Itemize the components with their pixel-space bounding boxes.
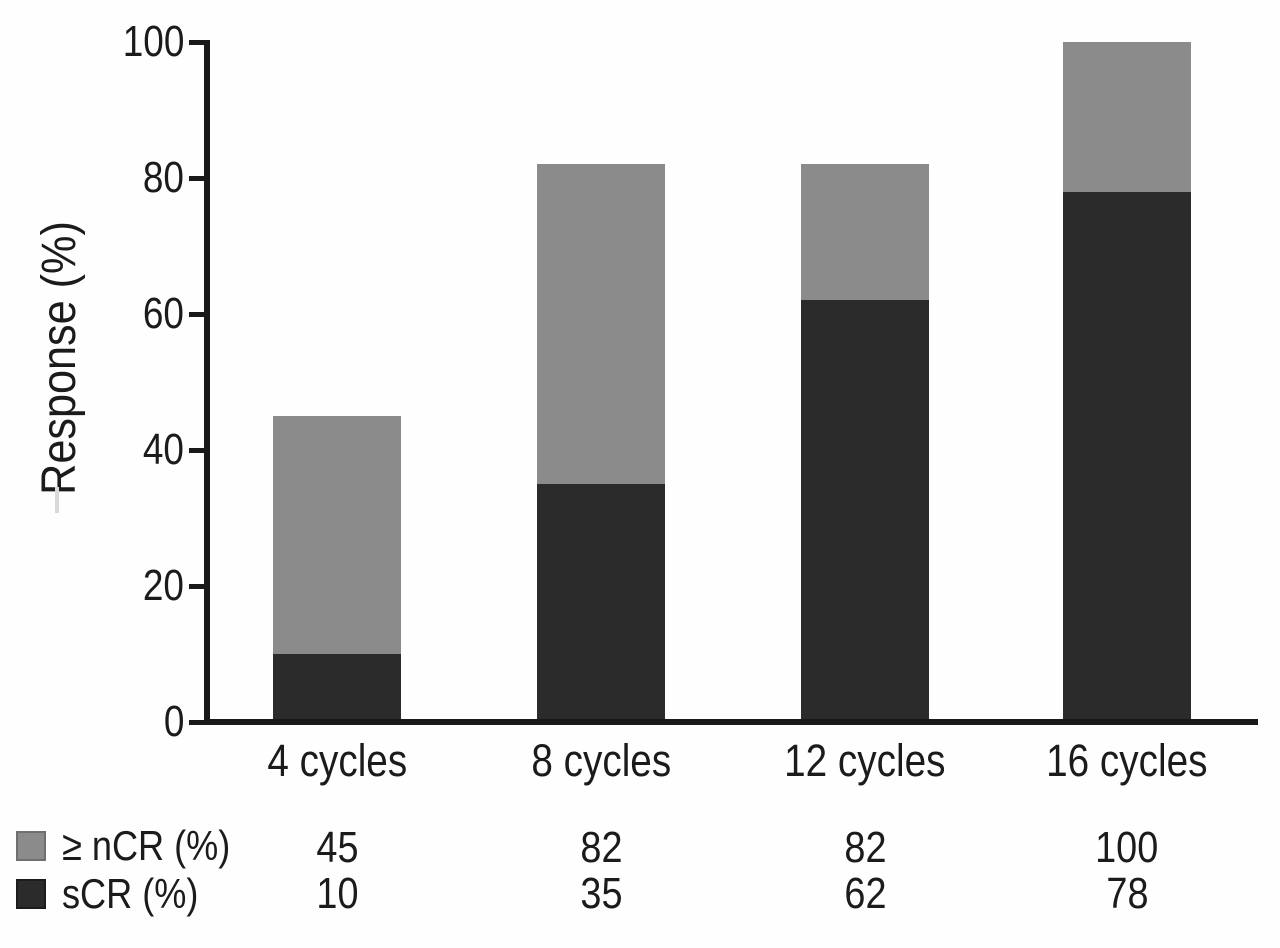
bar-segment-scr	[801, 300, 929, 719]
legend-label-text: ≥ nCR (%)	[62, 822, 231, 869]
scan-artifact	[55, 487, 59, 513]
bar-group	[273, 416, 401, 719]
y-tick-mark	[189, 448, 204, 453]
table-value-text: 82	[843, 823, 887, 872]
y-tick-mark	[189, 40, 204, 45]
table-value-cell: 82	[765, 824, 965, 872]
x-category-label-text: 16 cycles	[1046, 735, 1208, 786]
legend-row-ncr: ≥ nCR (%)	[16, 822, 258, 870]
legend-label-text: sCR (%)	[62, 870, 199, 917]
table-value-text: 100	[1095, 823, 1159, 872]
y-tick-label-text: 60	[142, 289, 184, 338]
legend-row-scr: sCR (%)	[16, 870, 221, 918]
bar-segment-scr	[273, 654, 401, 719]
bar-segment-ncr	[801, 164, 929, 300]
y-tick-label-text: 100	[122, 17, 184, 66]
table-value-text: 82	[579, 823, 623, 872]
bar-group	[537, 164, 665, 719]
y-tick-label: 20	[84, 561, 184, 611]
scr-legend-swatch-icon	[16, 879, 46, 909]
y-tick-label-text: 20	[142, 561, 184, 610]
bar-segment-ncr	[1063, 42, 1191, 192]
table-value-text: 45	[315, 823, 359, 872]
ncr-legend-swatch-icon	[16, 831, 46, 861]
legend-label: sCR (%)	[62, 870, 221, 918]
bar-segment-ncr	[273, 416, 401, 654]
bar-group	[1063, 42, 1191, 719]
y-tick-mark	[189, 720, 204, 725]
table-value-cell: 10	[237, 870, 437, 918]
table-value-text: 78	[1105, 869, 1149, 918]
y-tick-label: 40	[84, 425, 184, 475]
x-category-label-text: 12 cycles	[784, 735, 946, 786]
table-value-cell: 35	[501, 870, 701, 918]
table-value-cell: 62	[765, 870, 965, 918]
y-tick-label-text: 0	[163, 697, 184, 746]
x-category-label-text: 8 cycles	[531, 735, 671, 786]
bar-segment-ncr	[537, 164, 665, 484]
table-value-cell: 78	[1027, 870, 1227, 918]
y-tick-mark	[189, 176, 204, 181]
x-category-label: 4 cycles	[207, 736, 467, 786]
y-tick-mark	[189, 312, 204, 317]
y-tick-label: 0	[84, 697, 184, 747]
x-category-label-text: 4 cycles	[267, 735, 407, 786]
table-value-text: 10	[315, 869, 359, 918]
x-category-label: 16 cycles	[997, 736, 1257, 786]
y-tick-label-text: 40	[142, 425, 184, 474]
bar-group	[801, 164, 929, 719]
y-axis-title: Response (%)	[33, 205, 86, 511]
legend-label: ≥ nCR (%)	[62, 822, 258, 870]
table-value-text: 62	[843, 869, 887, 918]
bar-segment-scr	[537, 484, 665, 719]
table-value-cell: 45	[237, 824, 437, 872]
y-axis-line	[204, 40, 210, 725]
x-category-label: 12 cycles	[735, 736, 995, 786]
bar-segment-scr	[1063, 192, 1191, 719]
x-category-label: 8 cycles	[471, 736, 731, 786]
y-tick-label: 60	[84, 289, 184, 339]
table-value-cell: 82	[501, 824, 701, 872]
x-axis-line	[204, 719, 1258, 725]
table-value-cell: 100	[1027, 824, 1227, 872]
y-tick-mark	[189, 584, 204, 589]
y-tick-label-text: 80	[142, 153, 184, 202]
y-tick-label: 100	[84, 17, 184, 67]
y-axis-title-text: Response (%)	[33, 221, 86, 495]
table-value-text: 35	[579, 869, 623, 918]
y-tick-label: 80	[84, 153, 184, 203]
